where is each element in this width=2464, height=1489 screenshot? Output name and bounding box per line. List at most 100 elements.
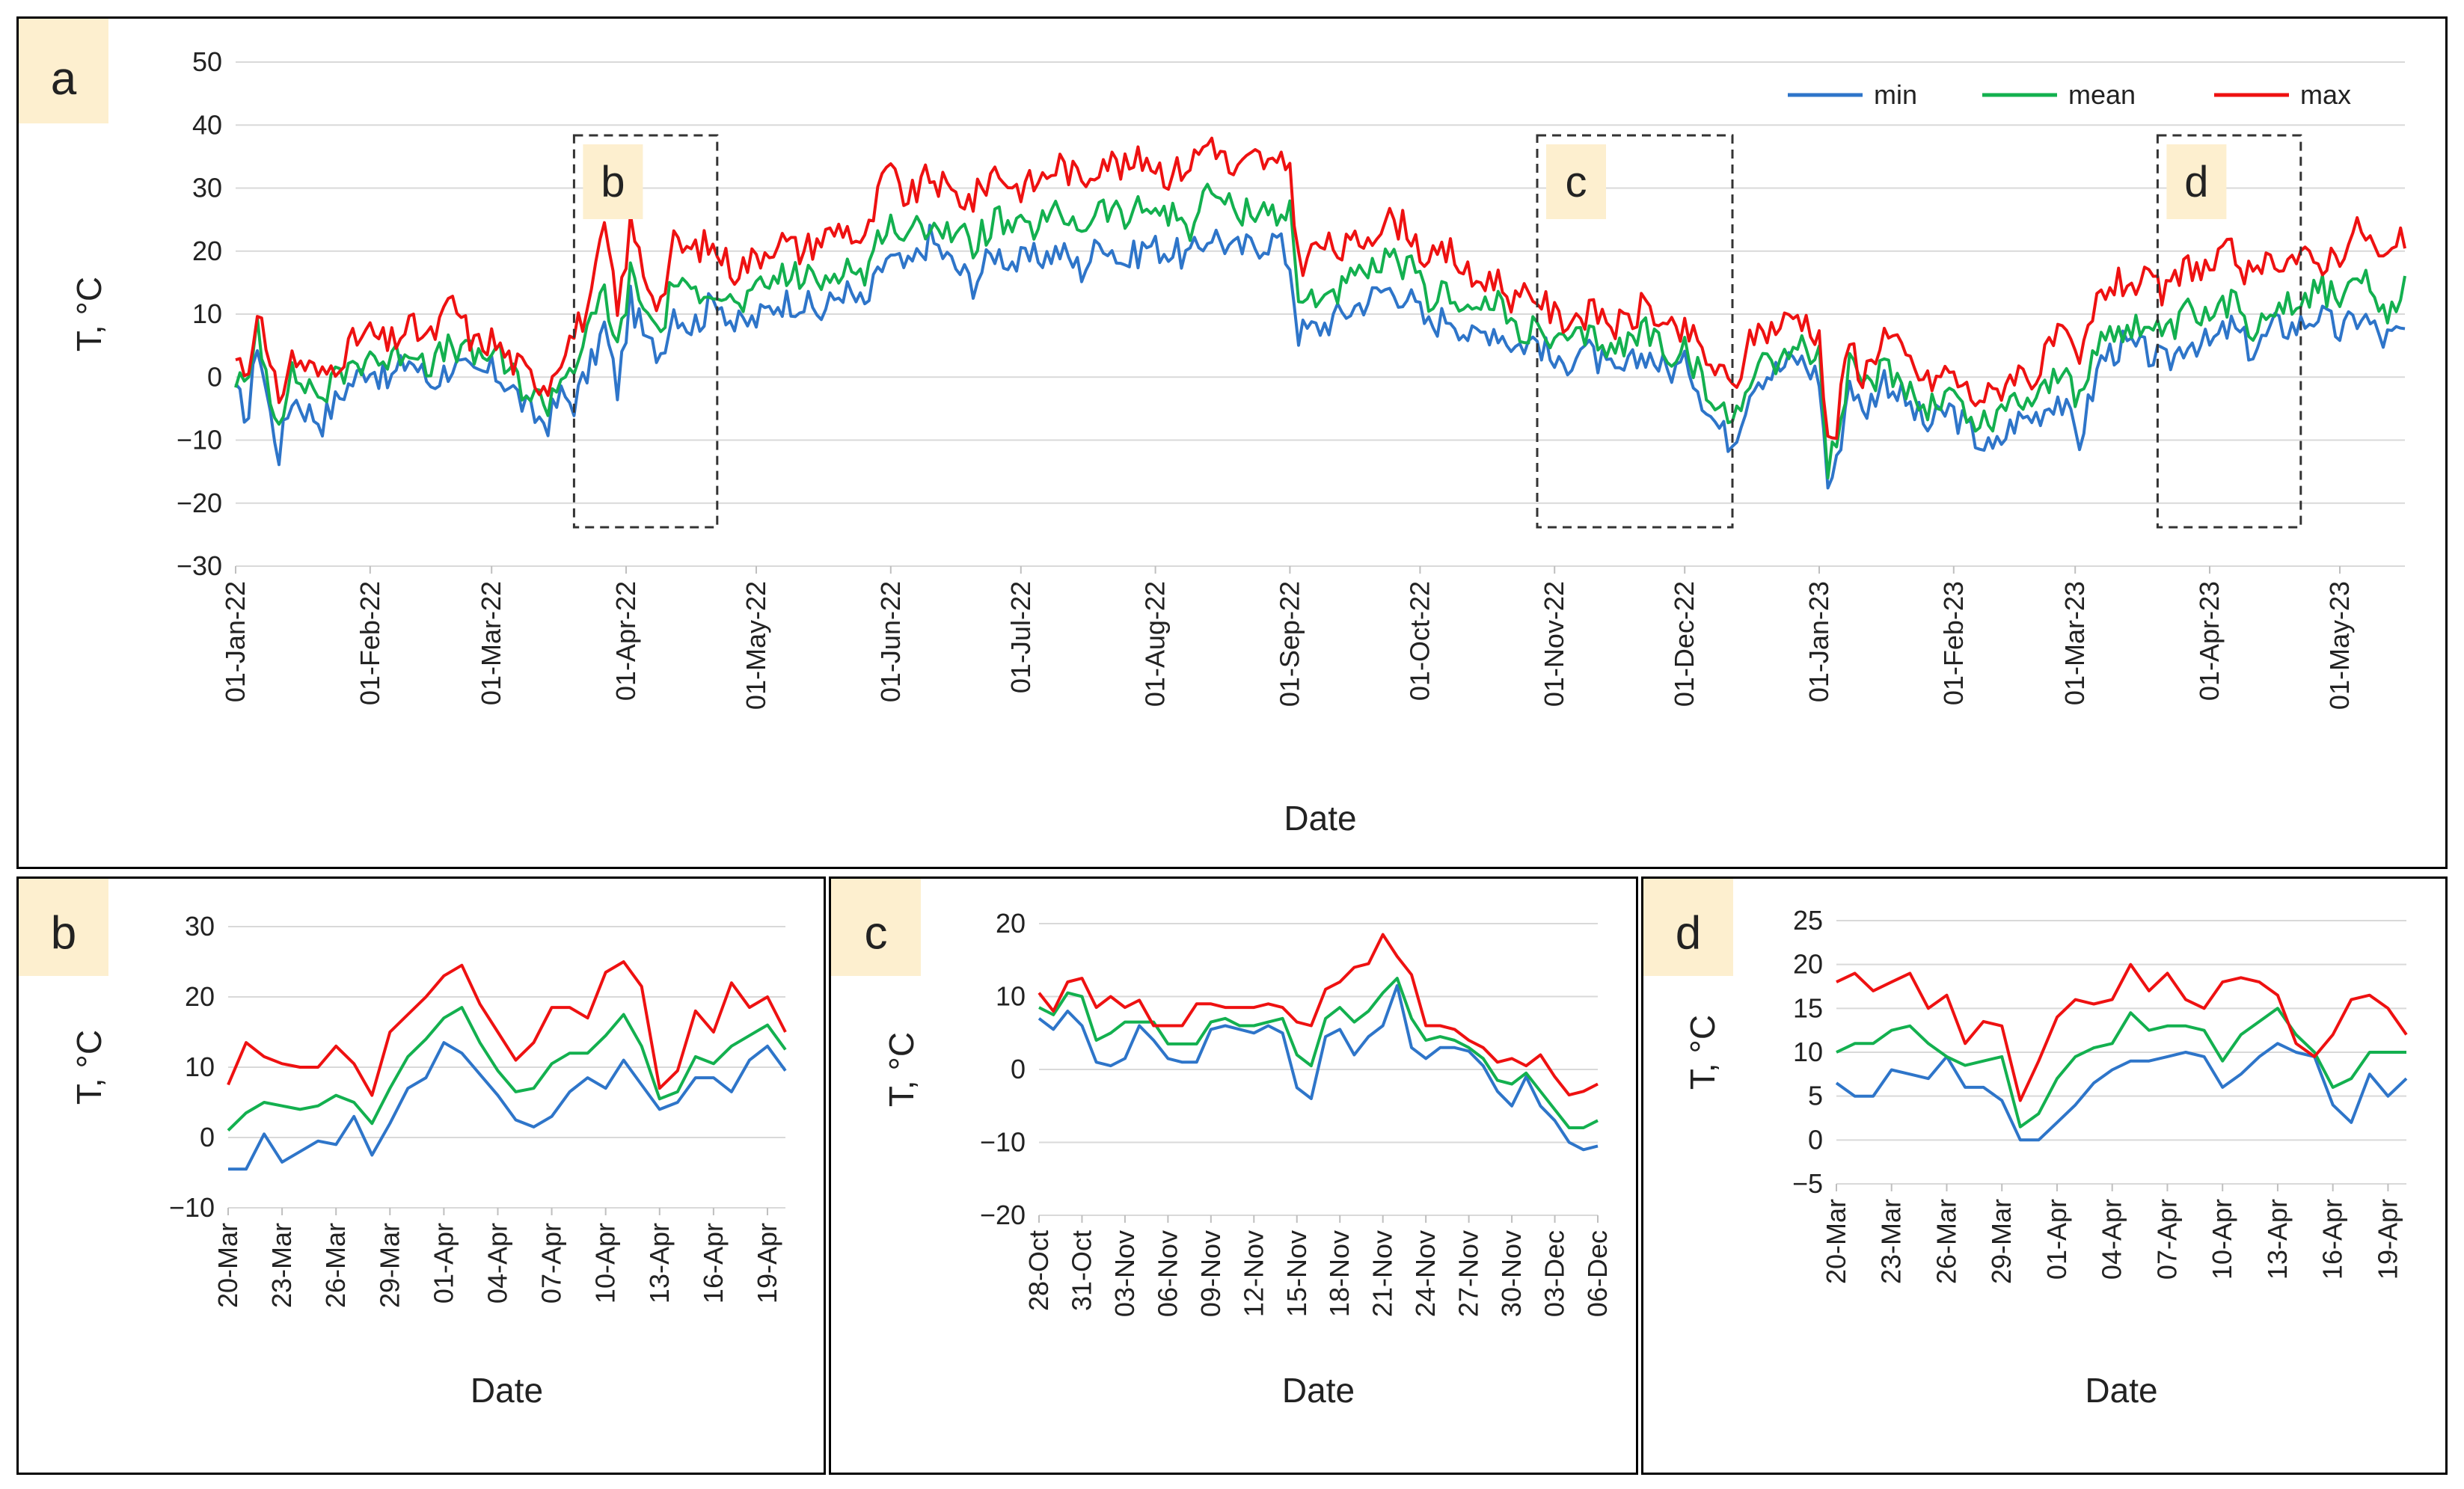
x-tick-label: 07-Apr xyxy=(2151,1199,2182,1280)
y-tick-label: 0 xyxy=(1808,1124,1823,1155)
x-tick-label: 01-Jun-22 xyxy=(875,581,906,702)
y-tick-label: 10 xyxy=(185,1051,215,1082)
x-tick-label: 20-Mar xyxy=(212,1223,243,1308)
y-tick-label: 25 xyxy=(1793,905,1823,936)
series-line-min xyxy=(1835,1042,2408,1142)
x-tick-label: 01-Mar-22 xyxy=(476,581,506,705)
y-tick-label: −5 xyxy=(1792,1168,1823,1199)
zoom-box-label-bg xyxy=(2166,144,2227,219)
panel-label-bg xyxy=(19,19,108,123)
panel-a: −30 −20 −10 0 10 20 30 40 50 01-Jan-22 01-Feb-22 01… xyxy=(16,16,2448,869)
zoom-box-label: b xyxy=(601,158,625,206)
x-tick-label: 20-Mar xyxy=(1821,1199,1851,1284)
series-line-min xyxy=(234,224,2406,490)
series-line-mean xyxy=(227,1006,787,1132)
x-tick-label: 31-Oct xyxy=(1066,1230,1097,1311)
zoom-box-c xyxy=(1536,134,1734,529)
x-axis-title: Date xyxy=(1282,1371,1355,1410)
x-tick-label: 01-Aug-22 xyxy=(1140,581,1171,707)
x-tick-label: 18-Nov xyxy=(1324,1230,1355,1317)
y-tick-label: 50 xyxy=(192,46,222,77)
series-line-mean xyxy=(1836,1007,2406,1129)
x-tick-label: 01-Jan-23 xyxy=(1803,581,1834,702)
y-tick-label: −30 xyxy=(177,550,222,581)
y-tick-label: −20 xyxy=(177,488,222,518)
chart-d: −5 0 5 10 15 20 25 20-Mar 23-Mar 26-Mar 29-Mar 01-A… xyxy=(1643,879,2408,1410)
x-tick-label: 10-Apr xyxy=(2207,1199,2237,1280)
x-tick-label: 23-Mar xyxy=(266,1223,297,1308)
x-tick-label: 12-Nov xyxy=(1238,1230,1269,1317)
x-tick-label: 01-Jan-22 xyxy=(220,581,251,702)
x-tick-label: 28-Oct xyxy=(1023,1230,1054,1311)
x-axis-title: Date xyxy=(1284,799,1356,838)
panel-d: −5 0 5 10 15 20 25 20-Mar 23-Mar 26-Mar 29-Mar 01-A… xyxy=(1641,876,2448,1475)
x-tick-label: 01-Nov-22 xyxy=(1539,581,1569,707)
x-tick-label: 01-Apr-22 xyxy=(610,581,641,701)
series-line-min xyxy=(1038,983,1599,1152)
y-tick-label: 30 xyxy=(192,173,222,203)
y-tick-label: 0 xyxy=(200,1122,215,1152)
zoom-box-label-bg xyxy=(583,144,643,219)
x-tick-label: 26-Mar xyxy=(1931,1199,1961,1284)
panel-label: a xyxy=(51,53,77,105)
x-tick-label: 23-Mar xyxy=(1876,1199,1907,1284)
chart-c: −20 −10 0 10 20 28-Oct 31-Oct 03-Nov 06-Nov 09-No… xyxy=(831,879,1613,1410)
panel-label: d xyxy=(1676,908,1701,960)
chart-b: −10 0 10 20 30 20-Mar 23-Mar 26-Mar 29-Mar 01-Apr… xyxy=(19,879,787,1410)
x-axis-title: Date xyxy=(2085,1371,2157,1410)
y-tick-label: 10 xyxy=(1793,1037,1823,1067)
y-axis-title: T, °C xyxy=(70,1030,108,1105)
y-tick-label: 20 xyxy=(192,236,222,266)
y-tick-label: 15 xyxy=(1793,992,1823,1023)
x-tick-label: 13-Apr xyxy=(2262,1199,2293,1280)
zoom-box-label: c xyxy=(1566,158,1587,206)
x-tick-label: 07-Apr xyxy=(536,1223,567,1304)
x-tick-label: 03-Dec xyxy=(1539,1230,1570,1317)
series-line-mean xyxy=(234,182,2406,479)
panel-label: b xyxy=(51,908,76,960)
x-tick-label: 16-Apr xyxy=(698,1223,729,1304)
x-tick-label: 06-Nov xyxy=(1152,1230,1183,1317)
x-tick-label: 01-Apr-23 xyxy=(2194,581,2225,701)
y-axis-title: T, °C xyxy=(1683,1015,1722,1090)
x-tick-label: 27-Nov xyxy=(1453,1230,1484,1317)
x-tick-label: 29-Mar xyxy=(374,1223,405,1308)
x-tick-label: 04-Apr xyxy=(482,1223,512,1304)
y-tick-label: −20 xyxy=(980,1200,1026,1230)
series-line-mean xyxy=(1038,977,1599,1129)
x-tick-label: 24-Nov xyxy=(1410,1230,1441,1317)
zoom-box-b xyxy=(572,134,719,529)
x-tick-label: 01-Apr xyxy=(2041,1199,2072,1280)
x-tick-label: 15-Nov xyxy=(1281,1230,1312,1317)
panel-b: −10 0 10 20 30 20-Mar 23-Mar 26-Mar 29-Mar 01-Apr… xyxy=(16,876,826,1475)
y-tick-label: 10 xyxy=(996,981,1026,1012)
x-tick-label: 21-Nov xyxy=(1367,1230,1398,1317)
x-tick-label: 30-Nov xyxy=(1496,1230,1527,1317)
y-tick-label: 20 xyxy=(996,908,1026,939)
y-tick-label: 20 xyxy=(1793,949,1823,980)
x-tick-label: 03-Nov xyxy=(1109,1230,1140,1317)
x-tick-label: 19-Apr xyxy=(2372,1199,2403,1280)
x-tick-label: 26-Mar xyxy=(320,1223,351,1308)
legend-label-min: min xyxy=(1874,79,1917,110)
y-tick-label: −10 xyxy=(169,1192,215,1223)
legend-label-mean: mean xyxy=(2068,79,2136,110)
series-line-max xyxy=(235,136,2406,440)
legend-label-max: max xyxy=(2300,79,2351,110)
x-tick-label: 10-Apr xyxy=(590,1223,621,1304)
panel-label-bg xyxy=(19,879,108,976)
x-tick-label: 09-Nov xyxy=(1195,1230,1226,1317)
panel-label-bg xyxy=(1643,879,1733,976)
x-tick-label: 16-Apr xyxy=(2317,1199,2348,1280)
x-tick-label: 04-Apr xyxy=(2097,1199,2127,1280)
x-tick-label: 01-Mar-23 xyxy=(2059,581,2090,705)
series-line-max xyxy=(1038,933,1599,1097)
zoom-box-label: d xyxy=(2184,158,2208,206)
y-tick-label: 30 xyxy=(185,911,215,942)
series-line-max xyxy=(1836,963,2408,1102)
panel-label: c xyxy=(865,908,888,960)
x-tick-label: 01-Oct-22 xyxy=(1404,581,1435,701)
x-tick-label: 01-May-22 xyxy=(741,581,771,710)
x-tick-label: 13-Apr xyxy=(644,1223,675,1304)
x-tick-label: 06-Dec xyxy=(1582,1230,1613,1317)
